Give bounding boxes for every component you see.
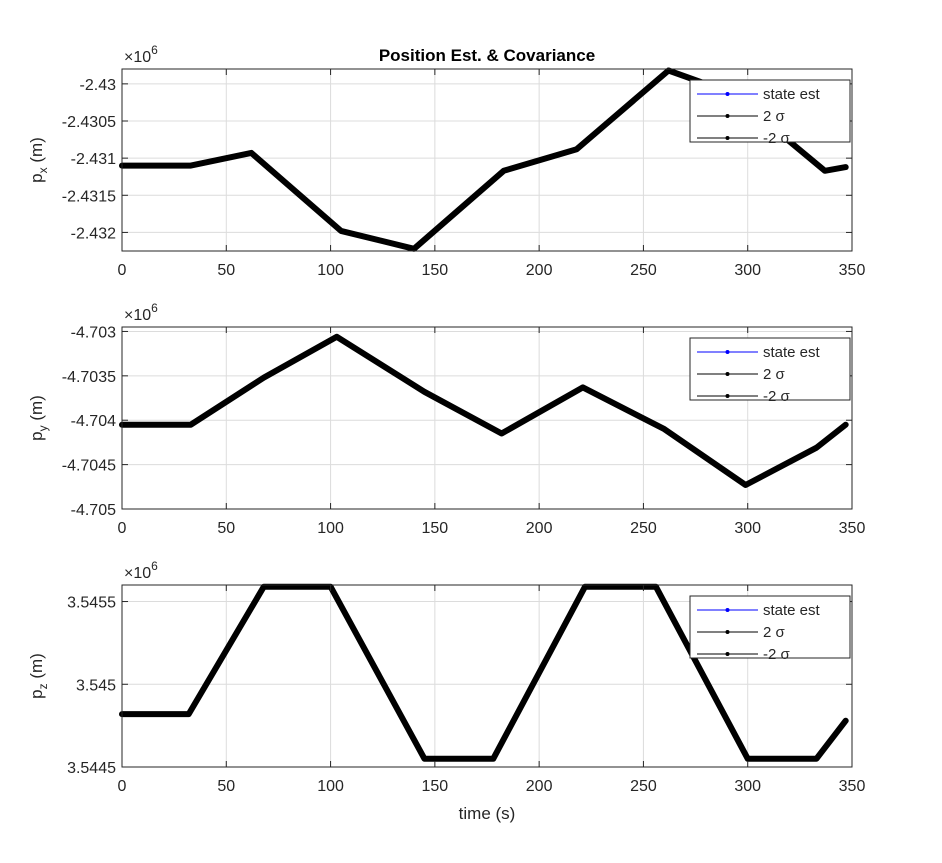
y-tick-label: 3.545 xyxy=(76,677,116,694)
x-tick-label: 0 xyxy=(118,520,127,537)
y-tick-label: -4.703 xyxy=(71,324,116,341)
axes-box xyxy=(121,68,853,252)
subplot-3: 0 50 100 150 200 250 300 350 3.5445 3.545 3.5455 ×1… xyxy=(27,559,865,795)
x-tick-label: 350 xyxy=(839,520,866,537)
x-tick-label: 150 xyxy=(422,778,449,795)
x-tick-label: 50 xyxy=(217,262,235,279)
legend-label: state est xyxy=(763,344,821,361)
x-tick-label: 250 xyxy=(630,520,657,537)
legend-box xyxy=(689,595,851,659)
y-axis-label: px (m) xyxy=(27,137,50,183)
legend-label: 2 σ xyxy=(763,366,786,383)
x-tick-label: 150 xyxy=(422,262,449,279)
legend-swatch-marker xyxy=(725,136,730,140)
legend: state est 2 σ -2 σ xyxy=(689,595,851,663)
x-tick-label: 350 xyxy=(839,778,866,795)
x-tick-label: 200 xyxy=(526,520,553,537)
legend-label: state est xyxy=(763,86,821,103)
y-tick-label: 3.5455 xyxy=(67,595,116,612)
x-tick-label: 300 xyxy=(734,262,761,279)
legend-swatch-marker xyxy=(725,394,730,398)
legend-label: -2 σ xyxy=(763,646,791,663)
legend-swatch-marker xyxy=(725,114,730,118)
x-tick-label: 350 xyxy=(839,262,866,279)
legend-label: 2 σ xyxy=(763,624,786,641)
series-line-minus-2-sigma xyxy=(120,586,847,761)
subplots: 0 50 100 150 200 250 300 350-2.432-2.4315-2.431… xyxy=(27,43,865,795)
y-tick-label: -2.43 xyxy=(80,77,117,94)
y-tick-label: -4.704 xyxy=(71,413,116,430)
x-axis-label: time (s) xyxy=(459,804,516,823)
y-exponent-power: 6 xyxy=(151,43,158,57)
y-exponent-label: ×106 xyxy=(124,559,158,582)
axes-box xyxy=(121,584,853,768)
y-tick-label: -2.431 xyxy=(71,151,116,168)
y-tick-label: -4.705 xyxy=(71,502,116,519)
legend: state est 2 σ -2 σ xyxy=(689,337,851,405)
x-tick-label: 50 xyxy=(217,520,235,537)
legend-swatch-marker xyxy=(725,372,730,376)
legend-swatch-marker xyxy=(725,608,730,612)
legend-label: -2 σ xyxy=(763,130,791,147)
x-tick-label: 200 xyxy=(526,262,553,279)
legend-box xyxy=(689,79,851,143)
legend-swatch-marker xyxy=(725,630,730,634)
x-tick-label: 100 xyxy=(317,520,344,537)
x-tick-label: 100 xyxy=(317,778,344,795)
x-tick-label: 300 xyxy=(734,520,761,537)
legend-swatch-marker xyxy=(725,652,730,656)
legend-label: -2 σ xyxy=(763,388,791,405)
y-exponent-power: 6 xyxy=(151,301,158,315)
y-axis-label: pz (m) xyxy=(27,653,50,699)
y-tick-label: -2.432 xyxy=(71,225,116,242)
x-tick-label: 200 xyxy=(526,778,553,795)
y-exponent-label: ×106 xyxy=(124,43,158,66)
x-tick-label: 250 xyxy=(630,262,657,279)
x-tick-label: 150 xyxy=(422,520,449,537)
y-axis-label: py (m) xyxy=(27,395,50,441)
x-tick-label: 0 xyxy=(118,778,127,795)
axes-box xyxy=(121,326,853,510)
y-tick-label: 3.5445 xyxy=(67,760,116,777)
legend-label: state est xyxy=(763,602,821,619)
y-tick-label: -4.7045 xyxy=(62,458,116,475)
figure-title: Position Est. & Covariance xyxy=(379,46,595,65)
y-exponent-label: ×106 xyxy=(124,301,158,324)
y-tick-label: -2.4315 xyxy=(62,188,116,205)
x-tick-label: 100 xyxy=(317,262,344,279)
legend-swatch-marker xyxy=(725,92,730,96)
y-tick-label: -2.4305 xyxy=(62,114,116,131)
x-tick-label: 300 xyxy=(734,778,761,795)
legend-swatch-marker xyxy=(725,350,730,354)
series-line-plus-2-sigma xyxy=(120,334,847,486)
y-exponent-power: 6 xyxy=(151,559,158,573)
legend-box xyxy=(689,337,851,401)
legend: state est 2 σ -2 σ xyxy=(689,79,851,147)
legend-label: 2 σ xyxy=(763,108,786,125)
subplot-1: 0 50 100 150 200 250 300 350 -2.432 -2.4315 -2.431… xyxy=(27,43,865,279)
subplot-2: 0 50 100 150 200 250 300 350 -4.705 -4.7045 -4.704… xyxy=(27,301,865,537)
y-tick-label: -4.7035 xyxy=(62,369,116,386)
series-line-minus-2-sigma xyxy=(120,336,847,488)
x-tick-label: 0 xyxy=(118,262,127,279)
x-tick-label: 50 xyxy=(217,778,235,795)
x-tick-label: 250 xyxy=(630,778,657,795)
